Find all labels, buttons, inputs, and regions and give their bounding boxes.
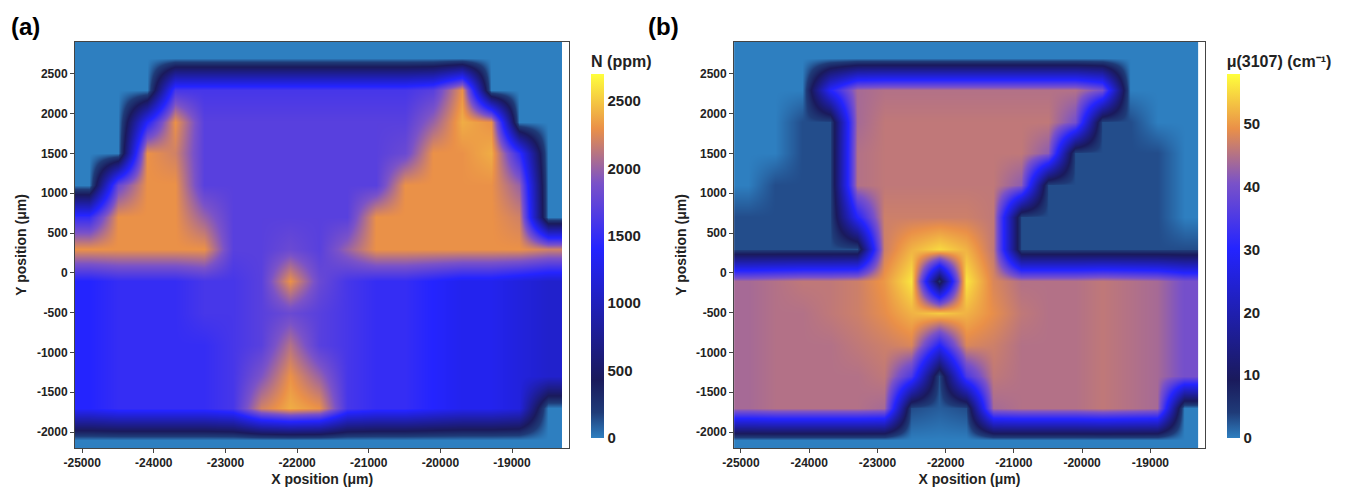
svg-text:1000: 1000: [608, 294, 641, 311]
svg-text:N (ppm): N (ppm): [591, 53, 651, 70]
svg-text:-21000: -21000: [350, 456, 388, 470]
svg-text:20: 20: [1244, 304, 1261, 321]
svg-text:-2000: -2000: [37, 425, 68, 439]
svg-text:-22000: -22000: [927, 456, 965, 470]
svg-text:-24000: -24000: [135, 456, 173, 470]
svg-text:500: 500: [48, 226, 68, 240]
svg-text:Y position (μm): Y position (μm): [13, 194, 29, 296]
svg-text:X position (μm): X position (μm): [271, 471, 373, 487]
svg-text:-1500: -1500: [696, 385, 727, 399]
svg-text:-19000: -19000: [1132, 456, 1170, 470]
svg-text:40: 40: [1244, 178, 1261, 195]
svg-text:-500: -500: [703, 306, 727, 320]
svg-text:-20000: -20000: [422, 456, 460, 470]
svg-text:-2000: -2000: [696, 425, 727, 439]
svg-text:-1000: -1000: [696, 346, 727, 360]
svg-text:-19000: -19000: [493, 456, 531, 470]
svg-text:-22000: -22000: [278, 456, 316, 470]
svg-text:(b): (b): [648, 13, 679, 40]
svg-text:1500: 1500: [700, 147, 727, 161]
svg-text:1500: 1500: [41, 147, 68, 161]
svg-text:-25000: -25000: [63, 456, 101, 470]
svg-text:-23000: -23000: [207, 456, 245, 470]
svg-text:1000: 1000: [41, 186, 68, 200]
svg-text:10: 10: [1244, 366, 1261, 383]
svg-text:Y position (μm): Y position (μm): [673, 194, 689, 296]
svg-text:50: 50: [1244, 115, 1261, 132]
svg-text:-24000: -24000: [790, 456, 828, 470]
svg-text:0: 0: [720, 266, 727, 280]
svg-text:(a): (a): [11, 13, 40, 40]
svg-text:2500: 2500: [700, 67, 727, 81]
svg-text:0: 0: [61, 266, 68, 280]
svg-text:2500: 2500: [608, 92, 641, 109]
svg-text:X position (μm): X position (μm): [919, 471, 1021, 487]
svg-text:500: 500: [707, 226, 727, 240]
svg-text:-25000: -25000: [722, 456, 760, 470]
svg-text:-1500: -1500: [37, 385, 68, 399]
svg-text:1500: 1500: [608, 227, 641, 244]
svg-text:2000: 2000: [41, 107, 68, 121]
svg-text:500: 500: [608, 362, 633, 379]
svg-text:0: 0: [608, 429, 616, 446]
svg-text:1000: 1000: [700, 186, 727, 200]
svg-text:-500: -500: [44, 306, 68, 320]
svg-text:-23000: -23000: [859, 456, 897, 470]
svg-text:2000: 2000: [608, 160, 641, 177]
svg-text:0: 0: [1244, 429, 1252, 446]
svg-text:2000: 2000: [700, 107, 727, 121]
svg-text:30: 30: [1244, 241, 1261, 258]
svg-text:2500: 2500: [41, 67, 68, 81]
svg-text:-20000: -20000: [1063, 456, 1101, 470]
svg-text:μ(3107) (cm⁻¹): μ(3107) (cm⁻¹): [1227, 53, 1332, 70]
svg-text:-21000: -21000: [995, 456, 1033, 470]
svg-text:-1000: -1000: [37, 346, 68, 360]
